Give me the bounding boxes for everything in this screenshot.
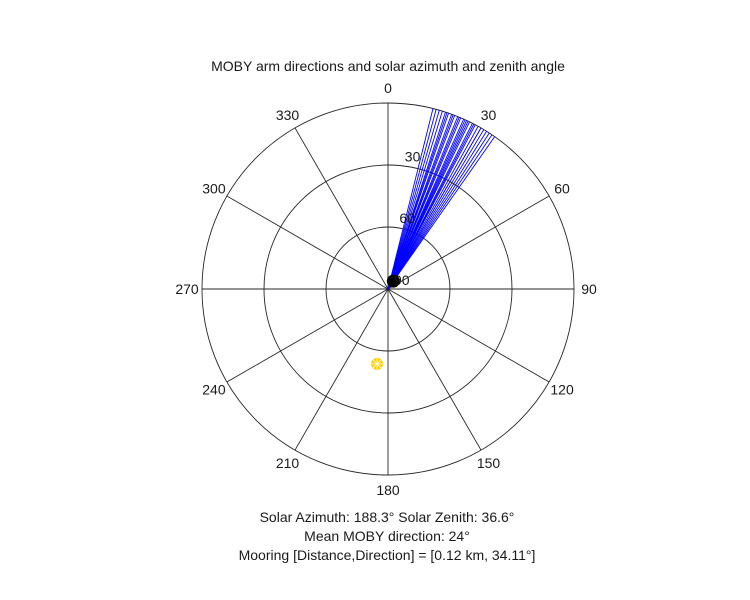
mooring-marker: [386, 274, 400, 288]
data-layer: [371, 108, 496, 370]
polar-grid: [201, 102, 575, 476]
arm-line-21: [387, 124, 476, 290]
arm-line-27: [387, 134, 493, 290]
mean-direction-caption: Mean MOBY direction: 24°: [304, 528, 470, 544]
theta-tick-label: 120: [550, 382, 574, 398]
ring-60: [325, 226, 451, 352]
arm-line-25: [387, 131, 487, 290]
spoke-150: [387, 288, 482, 451]
ring-30: [263, 164, 513, 414]
arm-line-23: [387, 127, 482, 290]
chart-title: MOBY arm directions and solar azimuth an…: [211, 58, 565, 74]
spoke-330: [294, 127, 389, 290]
arm-line-26: [387, 132, 490, 290]
spoke-210: [294, 288, 389, 451]
spoke-240: [226, 288, 389, 383]
arm-line-22: [387, 126, 479, 290]
ring-0: [201, 102, 575, 476]
arm-line-10: [387, 115, 456, 290]
solar-caption: Solar Azimuth: 188.3° Solar Zenith: 36.6…: [260, 509, 515, 525]
arm-line-18: [387, 121, 470, 290]
spoke-300: [226, 195, 389, 290]
theta-tick-label: 300: [202, 181, 226, 197]
mooring-caption: Mooring [Distance,Direction] = [0.12 km,…: [239, 547, 536, 563]
arm-line-13: [387, 117, 462, 290]
theta-tick-label: 240: [202, 382, 226, 398]
theta-tick-label: 0: [384, 80, 392, 96]
r-tick-label: 60: [399, 210, 415, 226]
arm-line-2: [387, 109, 437, 290]
theta-tick-label: 90: [581, 281, 597, 297]
sun-ray-45: [376, 363, 382, 369]
arm-line-7: [387, 112, 449, 290]
spoke-60: [387, 195, 550, 290]
sun-ray-135: [372, 363, 378, 369]
theta-tick-label: 30: [481, 107, 497, 123]
tick-labels: 0 30 60 90 120 150 180 210 240 270 300 330 30 60 90: [175, 80, 597, 498]
theta-tick-label: 180: [376, 482, 400, 498]
arm-line-24: [387, 129, 485, 290]
arm-line-1: [387, 108, 434, 290]
theta-tick-label: 210: [276, 455, 300, 471]
theta-tick-label: 150: [477, 455, 501, 471]
arm-line-28: [387, 136, 496, 290]
arm-line-4: [387, 110, 443, 290]
theta-tick-label: 60: [554, 181, 570, 197]
r-tick-label: 90: [394, 272, 410, 288]
sun-ray-315: [376, 359, 382, 365]
theta-tick-label: 270: [175, 281, 199, 297]
r-tick-label: 30: [405, 148, 421, 164]
arm-line-3: [387, 110, 440, 290]
theta-tick-label: 330: [276, 107, 300, 123]
sun-ray-225: [372, 359, 378, 365]
spoke-120: [387, 288, 550, 383]
